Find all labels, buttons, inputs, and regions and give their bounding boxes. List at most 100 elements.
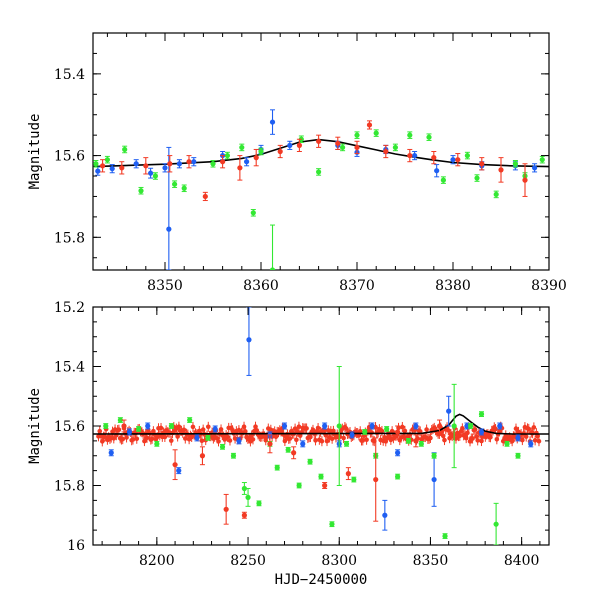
green-data-point [239,144,245,151]
band-data-point [315,425,321,431]
band-data-point [513,426,519,431]
top-data-layer [93,109,545,270]
green-data-point [152,173,158,179]
blue-data-point [515,435,521,441]
red-data-point [479,161,485,167]
band-data-point [493,426,498,432]
blue-data-point [145,423,151,429]
band-data-point [472,427,478,432]
blue-data-point [108,450,114,456]
bottom-y-tick-label: 15.2 [54,300,85,316]
top-x-tick-label: 8380 [435,278,471,294]
blue-data-point [287,142,293,148]
blue-data-point [212,426,218,432]
blue-data-point [413,423,419,429]
blue-data-point [434,168,440,174]
green-data-point [418,441,424,447]
red-data-point [522,177,528,183]
band-data-point [400,424,405,430]
band-data-point [532,438,538,443]
band-data-point [296,424,302,430]
band-data-point [424,427,429,432]
band-data-point [294,437,299,443]
red-data-point [241,512,247,518]
green-data-point [224,152,230,159]
green-data-point [122,146,128,153]
band-data-point [199,438,205,444]
band-data-point [304,426,309,431]
band-data-point [341,435,346,441]
green-data-point [354,132,360,138]
blue-data-point [126,429,133,435]
green-data-point [104,157,110,163]
green-data-point [285,447,291,453]
band-data-point [134,436,140,442]
green-data-point [478,411,485,417]
blue-data-point [431,476,437,483]
band-data-point [292,426,298,431]
band-data-point [225,434,230,440]
red-data-point [407,152,413,159]
bottom-x-tick-label: 8250 [230,553,266,569]
band-data-point [488,434,493,440]
green-data-point [210,161,216,167]
green-data-point [219,444,226,450]
green-data-point [474,175,480,181]
band-data-point [111,436,117,441]
bottom-y-tick-label: 15.6 [54,419,85,435]
band-data-point [216,439,221,444]
band-data-point [250,437,256,442]
blue-data-point [464,423,470,429]
red-data-point [296,142,302,148]
bottom-y-tick-label: 16 [67,538,85,554]
blue-data-point [412,152,418,159]
band-data-point [149,436,155,442]
red-data-point [277,148,283,155]
red-data-point [100,163,106,169]
red-data-point [237,165,243,171]
top-y-axis-label: Magnitude [27,114,43,190]
band-data-point [417,429,423,434]
red-data-point [413,438,419,444]
band-data-point [102,434,108,439]
green-data-point [245,494,251,500]
blue-data-point [478,429,485,435]
green-data-point [181,185,187,191]
top-x-tick-label: 8370 [339,278,375,294]
green-data-point [373,130,379,136]
green-data-point [250,210,256,216]
red-data-point [202,193,208,200]
band-data-point [313,438,318,443]
band-data-point [526,426,532,432]
blue-data-point [176,161,182,167]
green-data-point [296,482,302,489]
red-data-point [186,159,192,165]
green-data-point [230,453,237,459]
green-data-point [168,423,175,429]
green-data-point [515,453,521,459]
green-data-point [467,423,474,429]
bottom-y-tick-label: 15.4 [54,360,85,376]
blue-data-point [236,438,242,444]
red-data-point [455,157,461,163]
green-data-point [274,465,280,471]
blue-data-point [369,423,375,429]
red-data-point [373,476,379,483]
blue-data-point [246,337,252,343]
red-data-point [431,155,437,161]
green-data-point [316,169,322,175]
bottom-data-layer [103,307,534,545]
band-data-point [357,428,363,434]
red-data-point [383,148,389,155]
green-data-point [442,533,448,539]
green-data-point [241,485,247,492]
band-data-point [442,437,447,443]
blue-data-point [166,226,172,232]
band-data-point [475,438,480,443]
green-data-point [256,500,262,506]
green-data-point [343,441,350,447]
red-data-point [436,423,443,429]
red-data-point [335,140,341,146]
red-data-point [253,155,259,161]
bottom-x-tick-label: 8350 [413,553,449,569]
